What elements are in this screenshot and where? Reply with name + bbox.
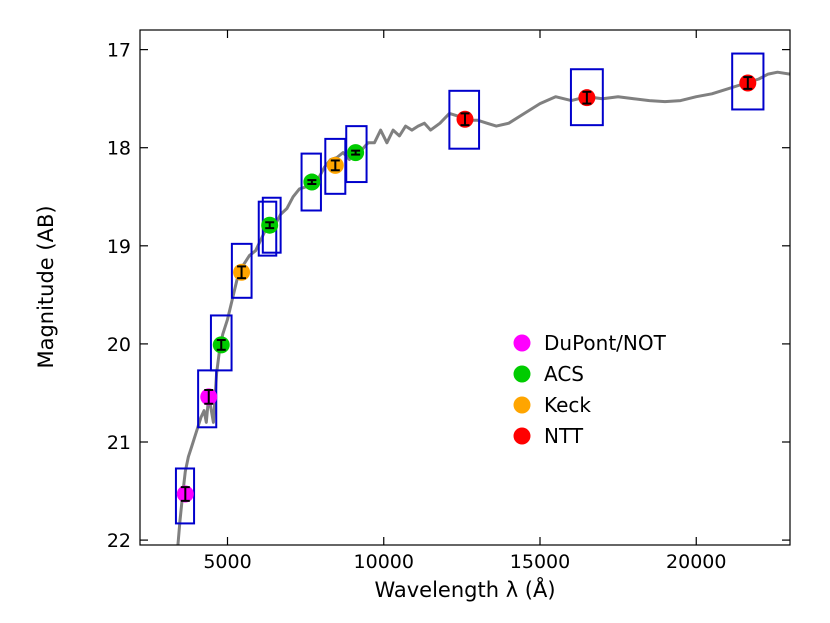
legend-label: NTT [544,424,584,448]
y-tick-label: 17 [107,40,131,62]
y-tick-label: 18 [107,138,131,160]
model-sed-curve [176,70,790,545]
y-axis-label: Magnitude (AB) [34,205,58,368]
model-curve-layer [176,70,790,545]
legend-item: DuPont/NOT [513,331,667,355]
legend: DuPont/NOT ACS Keck NTT [513,331,667,448]
legend-item: ACS [513,362,584,386]
y-tick-label: 21 [107,432,131,454]
x-axis-label: Wavelength λ (Å) [374,576,555,602]
error-bar [460,112,470,127]
filter-band-box [174,467,196,525]
filter-band-box [230,242,253,299]
error-bar [351,149,361,156]
legend-item: NTT [513,424,584,448]
error-bar [330,159,340,172]
legend-marker [513,365,531,383]
x-tick-label: 10000 [354,551,414,573]
x-tick-label: 20000 [666,551,726,573]
x-tick-label: 15000 [510,551,570,573]
x-tick-label: 5000 [203,551,251,573]
legend-label: ACS [544,362,584,386]
data-point-layer [176,74,757,503]
plot-area [174,52,790,545]
y-tick-label: 19 [107,236,131,258]
filter-band-box [300,152,322,212]
filter-band-box [209,314,233,372]
error-bar [307,179,317,186]
band-box-layer [174,52,765,525]
y-tick-label: 20 [107,334,131,356]
legend-label: Keck [544,393,591,417]
error-bar [180,486,190,502]
legend-item: Keck [513,393,591,417]
axis-ticks: 5000 10000 15000 20000 17 18 19 20 21 22 [107,30,790,573]
plot-frame [139,29,791,546]
error-bar [582,90,592,105]
filter-band-box [448,89,481,150]
legend-marker [513,427,531,445]
legend-marker [513,334,531,352]
error-bar [743,76,753,90]
error-bar [204,389,214,405]
filter-band-box [345,125,368,184]
error-bar [265,221,275,230]
error-bar [216,338,226,351]
filter-band-box [731,52,765,111]
legend-label: DuPont/NOT [544,331,667,355]
legend-marker [513,396,531,414]
y-tick-label: 22 [107,530,131,552]
filter-band-box [569,68,604,127]
error-bar [237,265,247,280]
